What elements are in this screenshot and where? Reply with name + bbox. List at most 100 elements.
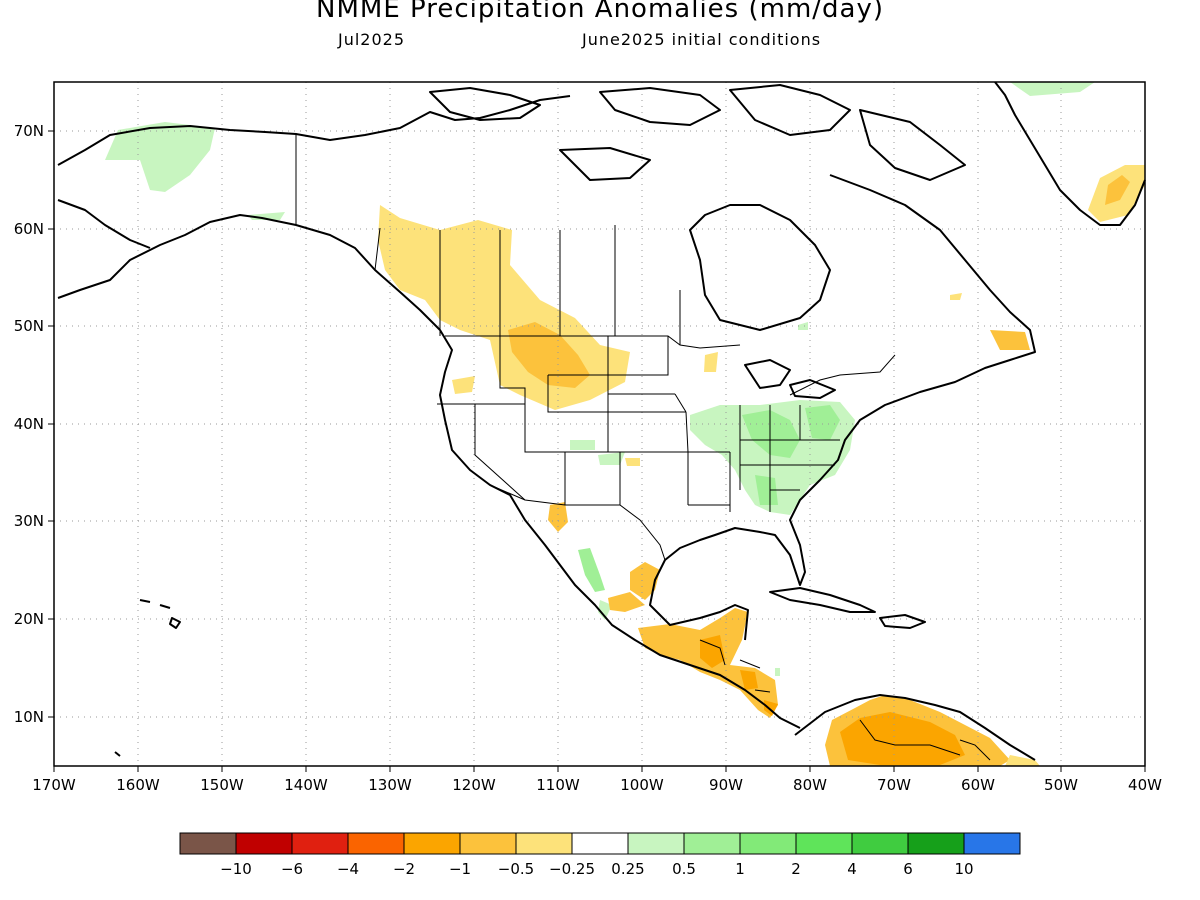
colorbar-swatch	[403, 832, 461, 855]
longitude-labels: 170W 160W 150W 140W 130W 120W 110W 100W …	[32, 776, 1162, 794]
central-america-borders	[699, 639, 771, 693]
arctic-island-1	[429, 87, 541, 121]
arctic-island-2	[599, 87, 721, 126]
initial-conditions: June2025 initial conditions	[582, 30, 822, 49]
lon-label: 100W	[620, 776, 664, 794]
lon-label: 90W	[709, 776, 743, 794]
colorbar-swatch	[235, 832, 293, 855]
dry-anomaly-guatemala	[700, 635, 725, 668]
colorbar-label: 1	[735, 860, 745, 878]
colorbar-swatch	[683, 832, 741, 855]
lon-label: 130W	[368, 776, 412, 794]
lon-label: 160W	[116, 776, 160, 794]
us-mexico-border	[489, 484, 666, 561]
hudson-bay	[689, 204, 831, 331]
alaska-west-coast	[57, 199, 151, 249]
south-america-borders	[859, 719, 991, 761]
coastlines	[57, 81, 1146, 761]
wet-anomaly-kentucky	[742, 410, 800, 458]
greenland-coast	[994, 81, 1146, 226]
dry-anomaly-guiana	[1005, 755, 1040, 766]
dry-anomaly-venezuela	[840, 712, 965, 765]
colorbar-label: −0.5	[498, 860, 534, 878]
dry-anomaly-panama	[764, 700, 778, 716]
anomaly-shading	[105, 82, 1145, 766]
victoria-island	[559, 147, 651, 181]
colorbar-label: −10	[220, 860, 252, 878]
colorbar-swatch	[459, 832, 517, 855]
atlantic-gulf-coastline	[649, 174, 1036, 641]
dry-anomaly-texas	[625, 458, 640, 466]
lat-label: 20N	[14, 610, 44, 628]
wet-anomaly-texas-panhandle	[598, 452, 625, 465]
dry-anomaly-baja	[548, 502, 568, 532]
canadian-province-borders	[374, 225, 681, 345]
dry-anomaly-oregon	[452, 376, 475, 394]
hawaii-island-3	[169, 617, 181, 629]
axis-ticks	[48, 130, 1146, 772]
wet-anomaly-virginia	[805, 405, 840, 440]
wet-anomaly-new-mexico	[570, 440, 595, 450]
colorbar-swatch	[963, 832, 1021, 855]
map-background	[54, 82, 1145, 766]
colorbar-swatch	[291, 832, 349, 855]
colorbar-label: 2	[791, 860, 801, 878]
lon-label: 170W	[32, 776, 76, 794]
lat-label: 50N	[14, 317, 44, 335]
south-america-coast	[794, 694, 1036, 761]
lon-label: 50W	[1044, 776, 1078, 794]
lat-label: 30N	[14, 512, 44, 530]
pacific-island	[114, 751, 121, 757]
colorbar-label: 0.5	[672, 860, 696, 878]
hawaii-island-1	[139, 599, 151, 603]
lon-label: 80W	[793, 776, 827, 794]
colorbar-label: 0.25	[611, 860, 644, 878]
lon-label: 120W	[452, 776, 496, 794]
map-gridlines	[54, 82, 1145, 766]
latitude-labels: 70N 60N 50N 40N 30N 20N 10N	[14, 122, 44, 726]
lon-label: 110W	[536, 776, 580, 794]
lon-label: 60W	[961, 776, 995, 794]
hispaniola	[879, 614, 926, 629]
dry-anomaly-montana	[508, 322, 590, 388]
dry-anomaly-honduras	[740, 670, 758, 690]
dry-anomaly-central-mexico	[608, 592, 645, 612]
forecast-month: Jul2025	[338, 30, 406, 49]
cuba	[769, 587, 876, 613]
lat-label: 60N	[14, 220, 44, 238]
colorbar-swatch	[515, 832, 573, 855]
wet-anomaly-quebec	[798, 322, 808, 330]
lat-label: 10N	[14, 708, 44, 726]
dry-anomaly-newfoundland	[990, 330, 1030, 350]
colorbar-swatch	[907, 832, 965, 855]
lon-label: 140W	[284, 776, 328, 794]
colorbar-swatch	[795, 832, 853, 855]
us-canada-border-east	[789, 354, 896, 396]
hawaii-island-2	[159, 604, 171, 609]
wet-anomaly-west-mexico	[578, 548, 605, 592]
colorbar-label: 10	[954, 860, 973, 878]
wet-anomaly-mexico-coast	[598, 600, 612, 620]
colorbar-swatch	[739, 832, 797, 855]
great-lakes-lower	[789, 379, 836, 399]
colorbar-label: −1	[449, 860, 471, 878]
lat-label: 40N	[14, 415, 44, 433]
colorbar-swatch	[179, 832, 237, 855]
colorbar: −10 −6 −4 −2 −1 −0.5 −0.25 0.25 0.5 1 2 4 6 10	[179, 832, 1021, 878]
dry-anomaly-minnesota	[704, 352, 718, 372]
colorbar-label: 6	[903, 860, 913, 878]
dry-anomaly-greenland	[1105, 175, 1130, 205]
pacific-coastline	[57, 214, 801, 729]
colorbar-swatch	[571, 832, 629, 855]
colorbar-label: −2	[393, 860, 415, 878]
arctic-island-3	[729, 84, 851, 136]
chart-title: NMME Precipitation Anomalies (mm/day)	[316, 0, 884, 24]
baffin-island	[859, 109, 966, 181]
lat-label: 70N	[14, 122, 44, 140]
colorbar-label: −4	[337, 860, 359, 878]
wet-anomaly-alabama	[755, 475, 778, 505]
lon-label: 40W	[1128, 776, 1162, 794]
lon-label: 150W	[200, 776, 244, 794]
arctic-coastline	[57, 95, 571, 166]
